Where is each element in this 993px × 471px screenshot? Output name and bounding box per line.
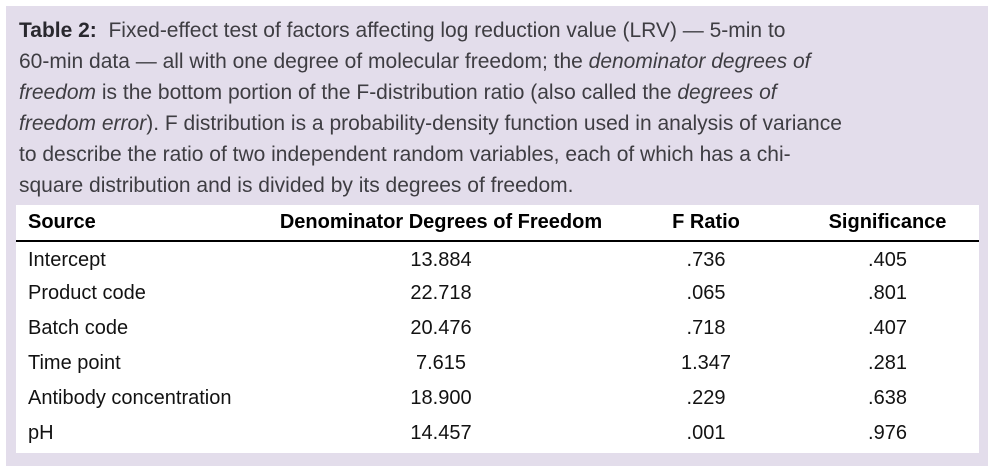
- cell-source: Antibody concentration: [28, 387, 232, 409]
- caption-label: Table 2:: [19, 19, 97, 42]
- cell-ddof: 14.457: [410, 422, 472, 444]
- cell-significance: .801: [868, 282, 907, 304]
- cell-f-ratio: 1.347: [680, 352, 732, 374]
- col-header-ddof: Denominator Degrees of Freedom: [266, 205, 616, 242]
- cell-significance: .407: [868, 317, 907, 339]
- caption-text: 60-min data — all with one degree of mol…: [19, 50, 589, 73]
- cell-f-ratio: .736: [686, 249, 726, 271]
- caption-text: square distribution and is divided by it…: [19, 174, 574, 197]
- table-caption: Table 2: Fixed-effect test of factors af…: [6, 6, 988, 201]
- table-row: pH 14.457 .001 .976: [16, 416, 979, 451]
- table-panel: Source Denominator Degrees of Freedom F …: [16, 205, 979, 453]
- caption-text: is the bottom portion of the F-distribut…: [96, 81, 678, 104]
- cell-significance: .976: [868, 422, 907, 444]
- caption-italic-text: denominator degrees of: [588, 50, 811, 73]
- caption-italic-text: freedom: [19, 81, 97, 104]
- cell-source: Intercept: [28, 249, 106, 271]
- caption-line: square distribution and is divided by it…: [19, 170, 970, 201]
- cell-ddof: 20.476: [410, 317, 472, 339]
- col-header-source: Source: [16, 205, 266, 242]
- caption-line: 60-min data — all with one degree of mol…: [19, 46, 970, 77]
- cell-significance: .281: [868, 352, 907, 374]
- cell-source: pH: [28, 422, 54, 444]
- caption-line: freedom error). F distribution is a prob…: [19, 108, 970, 139]
- cell-source: Time point: [28, 352, 121, 374]
- table-row: Batch code 20.476 .718 .407: [16, 311, 979, 346]
- caption-text: Fixed-effect test of factors affecting l…: [96, 19, 786, 42]
- cell-ddof: 18.900: [410, 387, 472, 409]
- table-row: Intercept 13.884 .736 .405: [16, 241, 979, 276]
- cell-significance: .405: [868, 249, 907, 271]
- cell-f-ratio: .229: [686, 387, 726, 409]
- table-figure: Table 2: Fixed-effect test of factors af…: [6, 6, 988, 466]
- cell-ddof: 13.884: [410, 249, 472, 271]
- caption-line: Table 2: Fixed-effect test of factors af…: [19, 15, 970, 46]
- table-row: Antibody concentration 18.900 .229 .638: [16, 381, 979, 416]
- cell-ddof: 7.615: [415, 352, 467, 374]
- caption-italic-text: freedom error: [19, 112, 147, 135]
- cell-f-ratio: .001: [686, 422, 726, 444]
- caption-italic-text: degrees of: [677, 81, 777, 104]
- col-header-f-ratio: F Ratio: [616, 205, 796, 242]
- table-row: Time point 7.615 1.347 .281: [16, 346, 979, 381]
- cell-significance: .638: [868, 387, 907, 409]
- cell-source: Product code: [28, 282, 146, 304]
- cell-f-ratio: .065: [686, 282, 726, 304]
- caption-line: to describe the ratio of two independent…: [19, 139, 970, 170]
- cell-f-ratio: .718: [686, 317, 726, 339]
- data-table: Source Denominator Degrees of Freedom F …: [16, 205, 979, 451]
- cell-ddof: 22.718: [410, 282, 472, 304]
- header-row: Source Denominator Degrees of Freedom F …: [16, 205, 979, 242]
- cell-source: Batch code: [28, 317, 129, 339]
- col-header-significance: Significance: [796, 205, 979, 242]
- caption-text: to describe the ratio of two independent…: [19, 143, 791, 166]
- table-row: Product code 22.718 .065 .801: [16, 276, 979, 311]
- caption-text: ). F distribution is a probability-densi…: [146, 112, 842, 135]
- caption-line: freedom is the bottom portion of the F-d…: [19, 77, 970, 108]
